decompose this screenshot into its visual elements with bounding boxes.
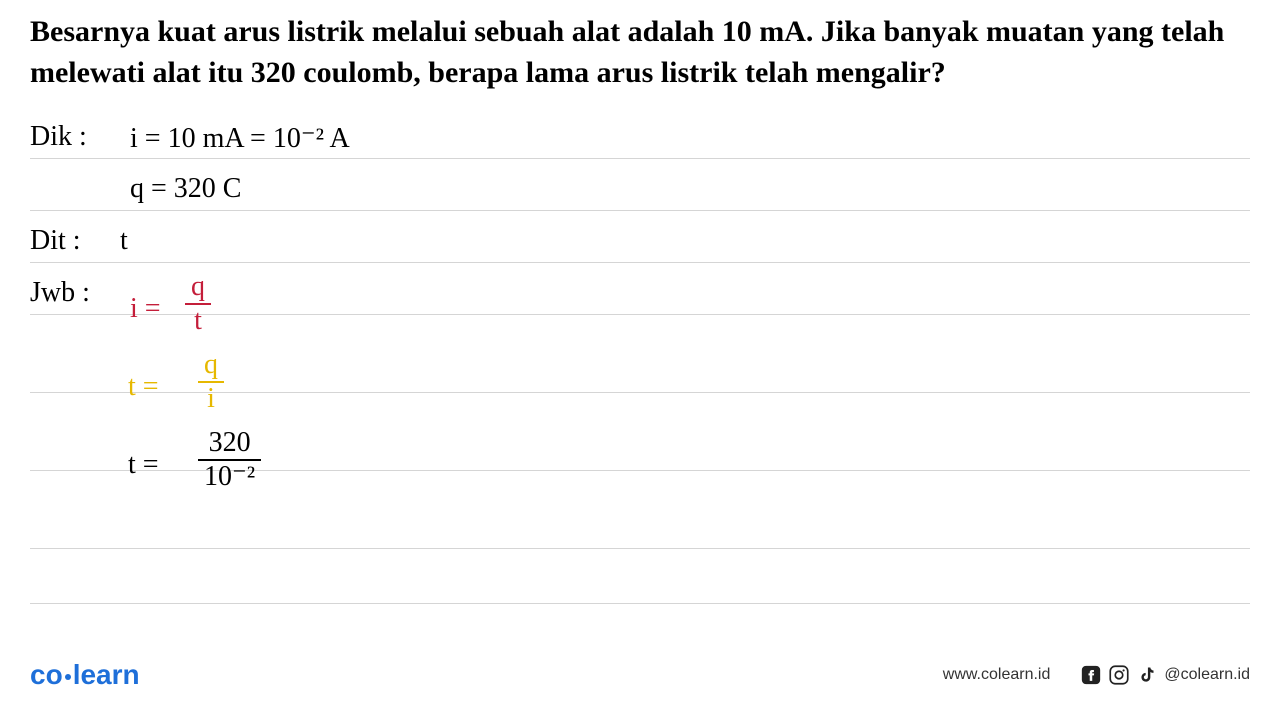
eq3-lhs: t =: [128, 449, 159, 481]
eq3-numerator: 320: [198, 429, 261, 459]
question-text: Besarnya kuat arus listrik melalui sebua…: [0, 0, 1280, 113]
footer-url: www.colearn.id: [943, 666, 1051, 684]
brand-logo: colearn: [30, 659, 140, 691]
eq3-fraction: 320 10⁻²: [198, 429, 261, 491]
social-group: @colearn.id: [1080, 664, 1250, 686]
dit-value: t: [120, 225, 128, 257]
eq1-fraction: q t: [185, 273, 211, 335]
eq1-numerator: q: [185, 273, 211, 303]
jwb-label: Jwb :: [30, 277, 90, 309]
logo-right: learn: [73, 659, 140, 690]
eq3-denominator: 10⁻²: [198, 459, 261, 491]
tiktok-icon: [1136, 664, 1158, 686]
instagram-icon: [1108, 664, 1130, 686]
logo-left: co: [30, 659, 63, 690]
dit-label: Dit :: [30, 225, 81, 257]
facebook-icon: [1080, 664, 1102, 686]
rule-line: [30, 603, 1250, 604]
dik-charge: q = 320 C: [130, 173, 241, 205]
footer: colearn www.colearn.id @colearn.id: [0, 650, 1280, 720]
eq2-denominator: i: [198, 381, 224, 413]
dik-current: i = 10 mA = 10⁻² A: [130, 121, 350, 155]
footer-right: www.colearn.id @colearn.id: [943, 664, 1250, 686]
rule-line: [30, 314, 1250, 315]
eq2-fraction: q i: [198, 351, 224, 413]
logo-dot-icon: [65, 674, 71, 680]
dik-label: Dik :: [30, 121, 87, 153]
rule-line: [30, 262, 1250, 263]
eq2-lhs: t =: [128, 371, 159, 403]
eq2-numerator: q: [198, 351, 224, 381]
rule-line: [30, 210, 1250, 211]
eq1-lhs: i =: [130, 293, 161, 325]
eq1-denominator: t: [185, 303, 211, 335]
rule-line: [30, 158, 1250, 159]
social-handle: @colearn.id: [1164, 666, 1250, 684]
rule-line: [30, 548, 1250, 549]
